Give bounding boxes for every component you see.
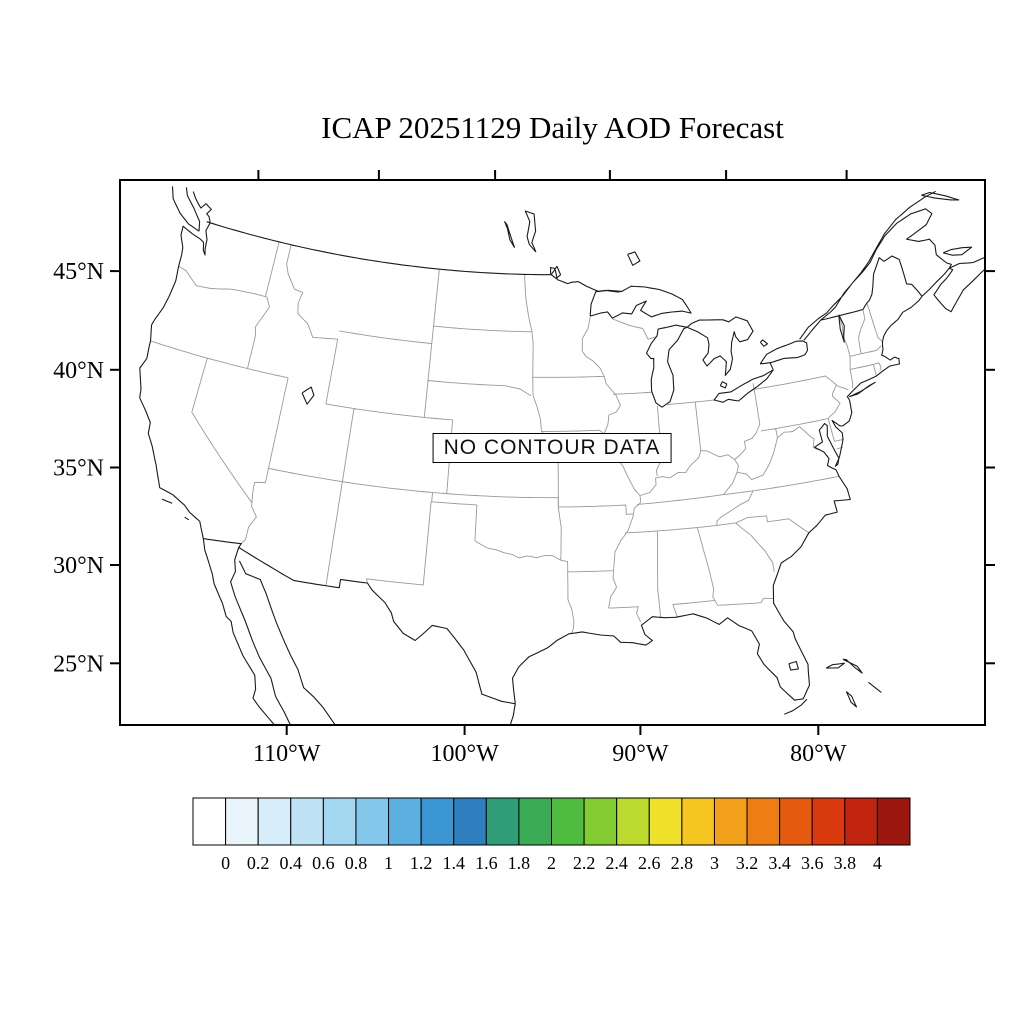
colorbar-label: 2.8 — [671, 853, 694, 873]
colorbar-box — [746, 797, 781, 846]
colorbar-box — [681, 797, 715, 846]
no-contour-data-label: NO CONTOUR DATA — [432, 433, 672, 463]
colorbar-box — [322, 797, 357, 846]
colorbar-box — [290, 797, 324, 846]
map-geometry — [139, 186, 985, 725]
lat-tick-label: 45°N — [53, 259, 104, 285]
colorbar-label: 1.6 — [475, 853, 498, 873]
colorbar-box — [551, 797, 585, 846]
colorbar-label: 3.4 — [768, 853, 791, 873]
colorbar-box — [616, 797, 650, 846]
lon-tick-label: 90°W — [612, 741, 669, 767]
lat-tick-label: 40°N — [53, 358, 104, 384]
lat-tick-label: 25°N — [53, 651, 104, 677]
colorbar-box — [192, 797, 227, 846]
colorbar-box — [485, 797, 520, 846]
colorbar-label: 1 — [384, 853, 393, 873]
colorbar-label: 0.2 — [247, 853, 270, 873]
colorbar-label: 1.8 — [508, 853, 531, 873]
colorbar-box — [388, 797, 422, 846]
lon-tick-label: 100°W — [430, 741, 499, 767]
colorbar-label: 2.6 — [638, 853, 661, 873]
colorbar-box — [257, 797, 292, 846]
colorbar-box — [420, 797, 455, 846]
colorbar-box — [518, 797, 552, 846]
colorbar-box — [453, 797, 487, 846]
lon-tick-label: 80°W — [790, 741, 847, 767]
map-frame — [119, 179, 986, 726]
colorbar-box — [225, 797, 259, 846]
colorbar-box — [844, 797, 878, 846]
colorbar-box — [876, 797, 911, 846]
axis-labels: 45°N 40°N 35°N 30°N 25°N 110°W 100°W 90°W 80°W — [53, 259, 847, 767]
colorbar-label: 0.6 — [312, 853, 335, 873]
colorbar-label: 0.8 — [345, 853, 368, 873]
colorbar-label: 3.8 — [834, 853, 857, 873]
colorbar-box — [811, 797, 846, 846]
coastline-path — [139, 186, 985, 725]
colorbar-label: 2.2 — [573, 853, 596, 873]
colorbar-label: 0 — [221, 853, 230, 873]
colorbar-box — [583, 797, 618, 846]
colorbar-label: 1.4 — [442, 853, 465, 873]
colorbar-label: 2 — [547, 853, 556, 873]
colorbar-box — [713, 797, 748, 846]
colorbar-label: 4 — [873, 853, 882, 873]
lat-tick-label: 30°N — [53, 553, 104, 579]
plot-title: ICAP 20251129 Daily AOD Forecast — [321, 110, 784, 145]
coastlines — [139, 186, 985, 725]
lon-tick-label: 110°W — [253, 741, 321, 767]
colorbar-box — [355, 797, 390, 846]
lat-tick-label: 35°N — [53, 456, 104, 482]
colorbar-label: 3.6 — [801, 853, 824, 873]
colorbar-label: 3 — [710, 853, 719, 873]
colorbar-label: 1.2 — [410, 853, 433, 873]
colorbar-box — [648, 797, 683, 846]
colorbar-label: 3.2 — [736, 853, 759, 873]
colorbar-label: 0.4 — [280, 853, 303, 873]
colorbar-label: 2.4 — [605, 853, 628, 873]
colorbar-labels: 0 0.2 0.4 0.6 0.8 1 1.2 1.4 1.6 1.8 2 2.2 2.4 2.6 2.8 3… — [221, 853, 882, 873]
colorbar — [192, 797, 911, 846]
axis-ticks — [110, 170, 995, 735]
colorbar-box — [779, 797, 813, 846]
